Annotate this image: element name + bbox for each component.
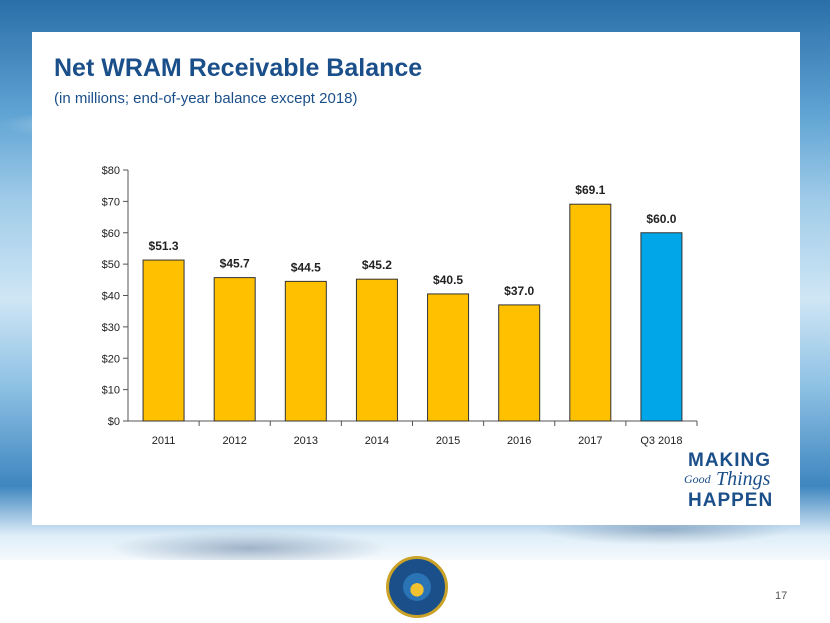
y-tick-label: $20 (102, 353, 120, 365)
data-label: $60.0 (646, 212, 676, 226)
y-tick-label: $60 (102, 228, 120, 240)
bar (284, 280, 327, 422)
y-tick-label: $70 (102, 196, 120, 208)
x-tick-label: 2011 (152, 435, 176, 447)
making-good-things-happen-logo: MAKING Good Things HAPPEN (682, 450, 792, 516)
x-tick-label: 2014 (365, 435, 389, 447)
x-tick-label: Q3 2018 (640, 435, 682, 447)
y-tick-label: $10 (102, 385, 120, 397)
data-label: $45.7 (220, 257, 250, 271)
company-seal-icon (386, 556, 448, 618)
logo-line-1: MAKING (688, 450, 772, 471)
y-tick-label: $0 (108, 416, 120, 428)
data-label: $44.5 (291, 260, 321, 274)
x-tick-label: 2017 (578, 435, 602, 447)
logo-line-2b: Things (716, 468, 771, 490)
x-tick-label: 2012 (222, 435, 246, 447)
seal-sun-icon (403, 573, 431, 601)
data-label: $37.0 (504, 284, 534, 298)
x-tick-label: 2015 (436, 435, 460, 447)
y-tick-label: $40 (102, 291, 120, 303)
page-number: 17 (775, 590, 788, 602)
logo-line-3: HAPPEN (688, 490, 774, 511)
data-label: $69.1 (575, 183, 605, 197)
data-label: $51.3 (149, 239, 179, 253)
x-tick-label: 2013 (294, 435, 318, 447)
x-tick-label: 2016 (507, 435, 531, 447)
data-label: $45.2 (362, 258, 392, 272)
bar (355, 278, 398, 422)
bar (640, 232, 683, 422)
y-tick-label: $80 (102, 165, 120, 177)
bar (569, 203, 612, 422)
logo-line-2a: Good (684, 472, 711, 486)
bar (498, 304, 541, 422)
chart-title: Net WRAM Receivable Balance (54, 54, 423, 82)
y-tick-label: $50 (102, 259, 120, 271)
bar (142, 259, 185, 422)
chart-subtitle: (in millions; end-of-year balance except… (54, 90, 358, 107)
bar (213, 277, 256, 422)
bar-chart: $0 $10 $20 $30 $40 $50 $60 $70 $80 $51.3 2011 $45.7… (102, 165, 698, 447)
data-label: $40.5 (433, 273, 463, 287)
y-tick-label: $30 (102, 322, 120, 334)
bar (427, 293, 470, 422)
slide-card: Net WRAM Receivable Balance (in millions… (32, 32, 800, 525)
